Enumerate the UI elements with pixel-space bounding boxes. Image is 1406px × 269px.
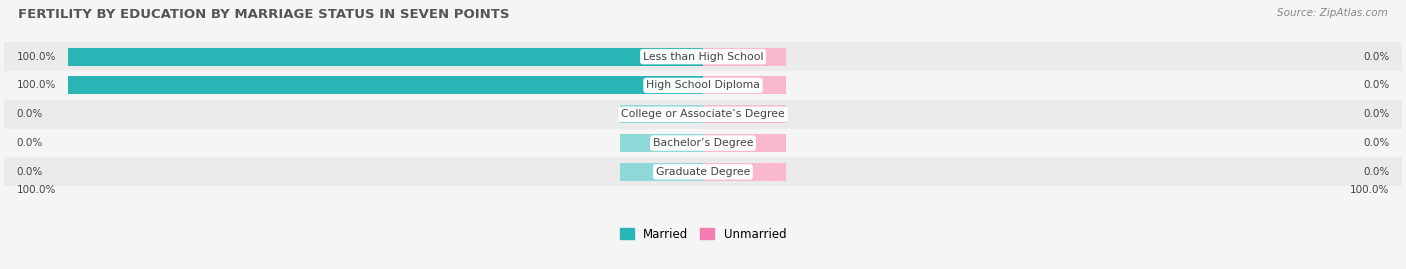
Text: Less than High School: Less than High School bbox=[643, 52, 763, 62]
Text: Source: ZipAtlas.com: Source: ZipAtlas.com bbox=[1277, 8, 1388, 18]
Text: 0.0%: 0.0% bbox=[1362, 109, 1389, 119]
Text: 100.0%: 100.0% bbox=[17, 185, 56, 195]
Text: 100.0%: 100.0% bbox=[1350, 185, 1389, 195]
Bar bbox=[703, 163, 786, 181]
Bar bbox=[703, 76, 786, 94]
Text: 0.0%: 0.0% bbox=[17, 109, 44, 119]
Text: 0.0%: 0.0% bbox=[1362, 52, 1389, 62]
Text: Graduate Degree: Graduate Degree bbox=[655, 167, 751, 177]
Bar bbox=[703, 48, 786, 66]
Text: Bachelor’s Degree: Bachelor’s Degree bbox=[652, 138, 754, 148]
Bar bbox=[620, 105, 703, 123]
Text: 0.0%: 0.0% bbox=[1362, 80, 1389, 90]
Text: 0.0%: 0.0% bbox=[17, 167, 44, 177]
Text: College or Associate’s Degree: College or Associate’s Degree bbox=[621, 109, 785, 119]
Bar bbox=[4, 100, 1402, 129]
Text: 0.0%: 0.0% bbox=[1362, 167, 1389, 177]
Bar bbox=[703, 105, 786, 123]
Bar bbox=[4, 129, 1402, 157]
Bar bbox=[4, 42, 1402, 71]
Bar bbox=[620, 134, 703, 152]
Text: FERTILITY BY EDUCATION BY MARRIAGE STATUS IN SEVEN POINTS: FERTILITY BY EDUCATION BY MARRIAGE STATU… bbox=[18, 8, 510, 21]
Bar bbox=[4, 71, 1402, 100]
Legend: Married, Unmarried: Married, Unmarried bbox=[614, 223, 792, 245]
Text: 100.0%: 100.0% bbox=[17, 80, 56, 90]
Bar bbox=[67, 76, 703, 94]
Text: High School Diploma: High School Diploma bbox=[647, 80, 759, 90]
Bar bbox=[67, 48, 703, 66]
Bar bbox=[4, 157, 1402, 186]
Text: 100.0%: 100.0% bbox=[17, 52, 56, 62]
Text: 0.0%: 0.0% bbox=[17, 138, 44, 148]
Bar bbox=[703, 134, 786, 152]
Text: 0.0%: 0.0% bbox=[1362, 138, 1389, 148]
Bar bbox=[620, 163, 703, 181]
